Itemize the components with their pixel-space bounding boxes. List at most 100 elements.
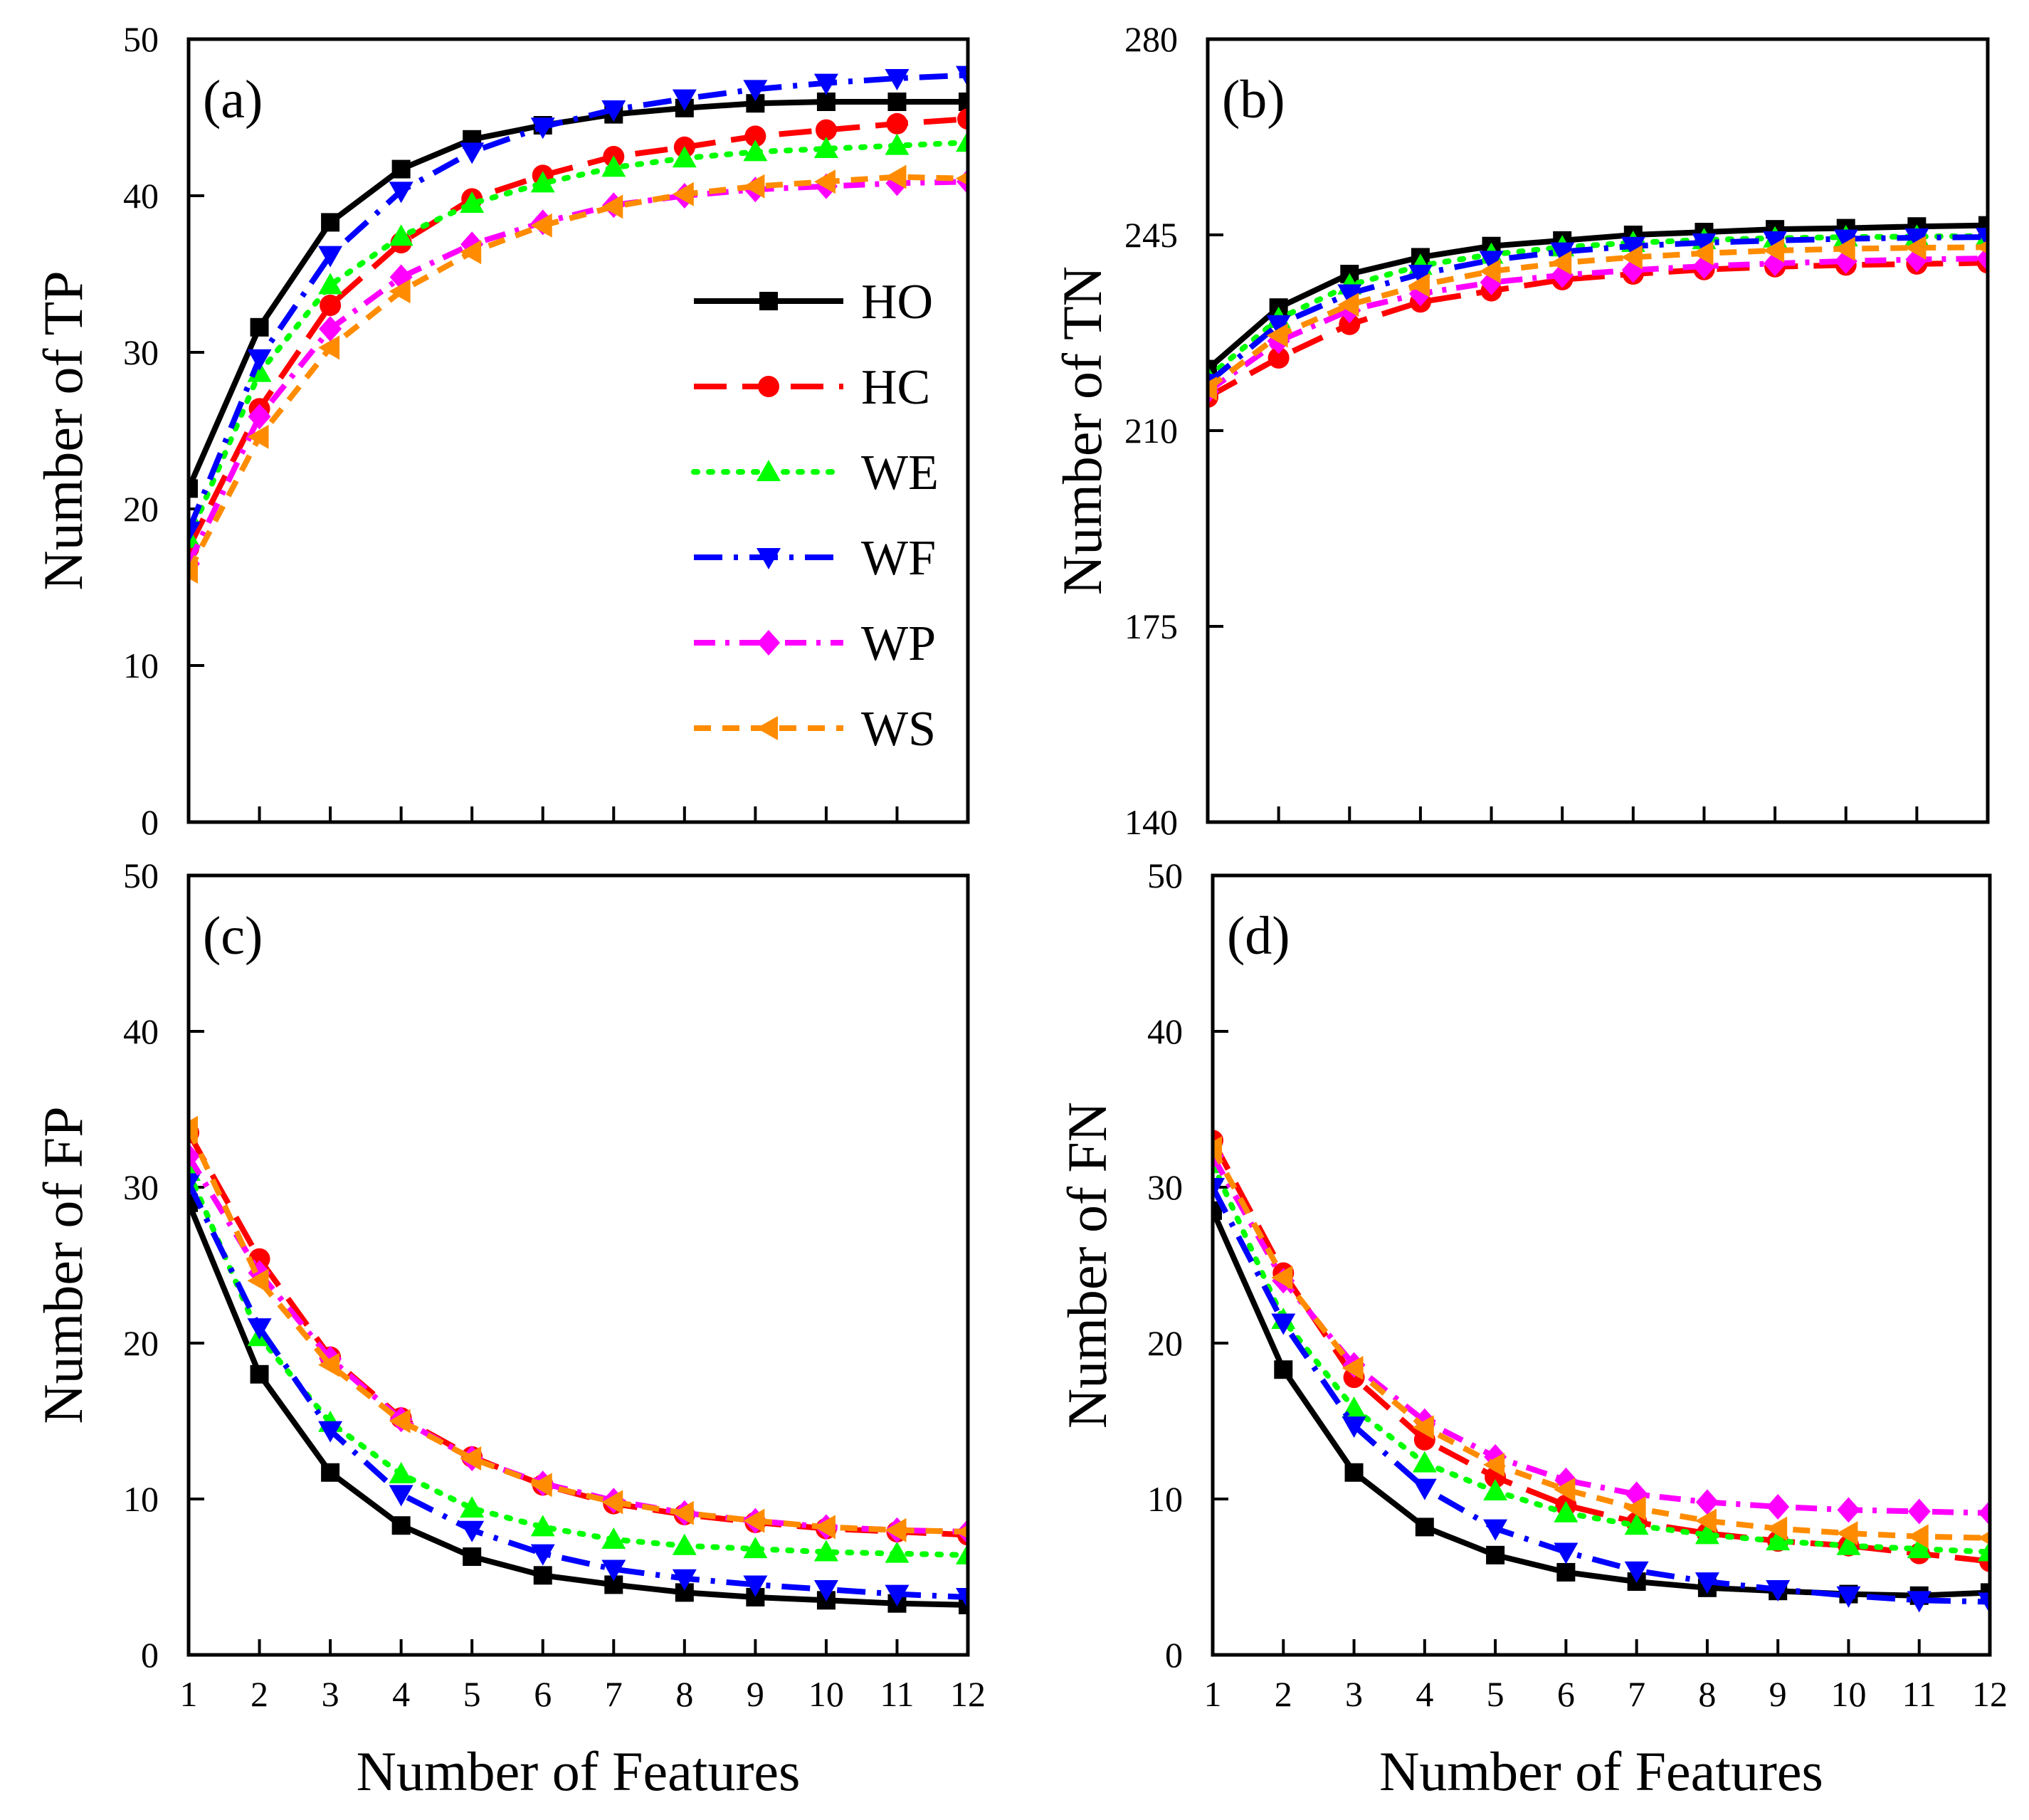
data-point-ws	[1692, 241, 1714, 265]
y-tick-label: 20	[123, 489, 159, 529]
y-tick-label: 0	[141, 802, 159, 842]
data-point-we	[1554, 1500, 1579, 1522]
data-point-ws	[318, 1352, 340, 1377]
data-point-ws	[1337, 293, 1359, 317]
data-point-wf	[1337, 284, 1362, 306]
panel-label: (c)	[203, 906, 263, 966]
x-tick-label: 10	[1830, 1674, 1866, 1714]
y-tick-label: 40	[123, 176, 159, 216]
data-point-we	[318, 273, 343, 295]
data-point-ho	[533, 1566, 552, 1585]
series-ws	[1208, 236, 1988, 401]
series-line-wp	[189, 1154, 968, 1535]
legend: HO HC WE WF WP WS	[691, 275, 939, 757]
data-point-wf	[672, 1569, 697, 1591]
data-point-wf	[1412, 1478, 1437, 1500]
data-point-ws	[956, 1525, 968, 1539]
series-hc	[189, 1122, 968, 1546]
series-line-ho	[1208, 222, 1988, 372]
data-point-wf	[1620, 236, 1645, 258]
data-point-ws	[1904, 236, 1927, 261]
data-point-ho	[959, 93, 968, 111]
series-line-wf	[1208, 234, 1988, 386]
series-hc	[1213, 1130, 1990, 1572]
data-point-ho	[887, 93, 907, 111]
series-line-wf	[189, 72, 968, 532]
data-point-we	[460, 1496, 485, 1518]
legend-marker-ho	[759, 292, 778, 310]
y-tick-label: 10	[1147, 1479, 1183, 1519]
series-line-we	[1208, 233, 1988, 381]
data-point-hc	[1268, 347, 1290, 369]
series-ho	[189, 1193, 968, 1614]
legend-item-ws: WS	[694, 702, 936, 757]
data-point-ws	[672, 1500, 694, 1525]
data-point-wp	[1837, 1497, 1860, 1523]
plot-frame	[1206, 37, 1990, 824]
data-point-wf	[1907, 1591, 1931, 1613]
x-tick-label: 2	[1275, 1674, 1292, 1714]
x-axis-title: Number of Features	[357, 1740, 801, 1802]
data-point-wf	[1266, 315, 1291, 337]
series-line-wp	[189, 179, 968, 565]
series-line-ho	[189, 1201, 968, 1608]
x-tick-label: 7	[605, 1674, 623, 1714]
data-point-we	[530, 1515, 555, 1537]
data-point-ws	[1550, 251, 1572, 275]
data-point-ho	[463, 1547, 482, 1567]
y-axis-title: Number of TP	[32, 270, 94, 590]
data-point-we	[601, 1527, 626, 1549]
data-point-we	[1624, 1513, 1649, 1535]
plot-frame	[1211, 873, 1992, 1657]
series-hc	[1208, 252, 1988, 408]
data-point-wf	[1213, 1178, 1225, 1199]
x-tick-label: 3	[1345, 1674, 1363, 1714]
data-point-wf	[247, 1318, 272, 1340]
y-axis-title: Number of FP	[32, 1106, 94, 1424]
plot-area	[189, 65, 968, 584]
data-point-ws	[247, 424, 269, 449]
data-point-ws	[1483, 1452, 1505, 1477]
data-point-we	[1836, 1533, 1861, 1555]
data-point-wf	[1904, 228, 1929, 250]
data-point-hc	[320, 295, 342, 316]
series-line-ws	[1213, 1147, 1990, 1541]
y-axis-title: Number of FN	[1056, 1102, 1118, 1429]
data-point-we	[1907, 1537, 1931, 1559]
series-line-we	[1213, 1161, 1990, 1555]
series-ws	[189, 164, 968, 584]
data-point-wf	[318, 1421, 343, 1443]
data-point-ho	[1556, 1562, 1576, 1582]
data-point-ws	[1213, 1136, 1222, 1161]
data-point-ws	[813, 169, 836, 194]
data-point-ws	[1412, 1415, 1434, 1440]
data-point-hc	[744, 125, 766, 147]
series-wf	[189, 65, 968, 543]
series-wf	[1213, 1178, 1990, 1614]
legend-label: WS	[861, 702, 936, 757]
data-point-ws	[247, 1268, 269, 1293]
legend-marker-we	[757, 460, 781, 481]
series-line-hc	[189, 116, 968, 549]
data-point-we	[743, 1537, 768, 1559]
plot-area	[1208, 216, 1988, 408]
x-tick-label: 2	[251, 1674, 268, 1714]
x-tick-label: 8	[675, 1674, 693, 1714]
data-point-ws	[1836, 1521, 1858, 1546]
data-point-ws	[1266, 323, 1288, 348]
series-we	[1213, 1152, 1990, 1562]
data-point-wf	[1836, 1586, 1861, 1608]
data-point-wf	[389, 182, 413, 204]
y-tick-label: 40	[123, 1011, 159, 1051]
data-point-wf	[1483, 1519, 1508, 1541]
panel-label: (a)	[203, 70, 263, 130]
data-point-we	[1412, 1451, 1437, 1473]
data-point-we	[813, 137, 838, 158]
data-point-ws	[189, 1115, 198, 1140]
data-point-wf	[672, 89, 697, 111]
data-point-wf	[1554, 1542, 1579, 1564]
x-tick-label: 4	[392, 1674, 410, 1714]
data-point-ho	[250, 317, 269, 337]
y-tick-label: 245	[1124, 215, 1178, 255]
plot-area	[189, 1115, 968, 1614]
